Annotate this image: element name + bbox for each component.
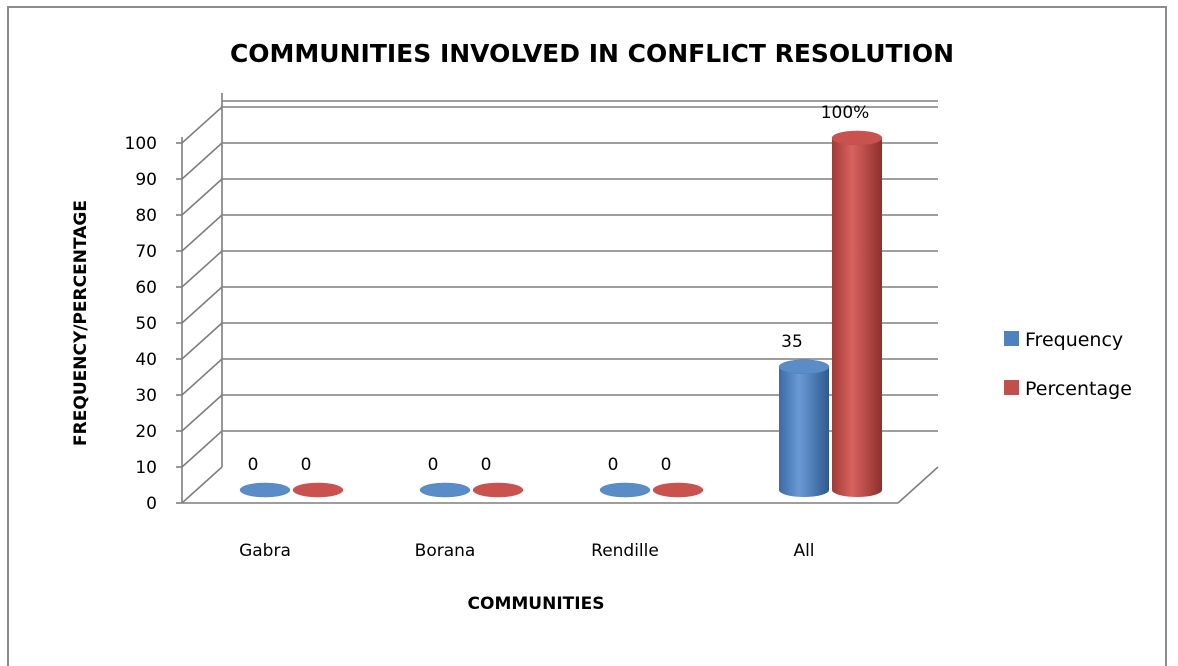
category-label: Borana bbox=[415, 541, 476, 561]
bar-top bbox=[652, 482, 704, 498]
legend-label: Percentage bbox=[1025, 378, 1132, 400]
bar bbox=[239, 482, 291, 498]
y-tick-label: 30 bbox=[135, 386, 157, 406]
bar-top bbox=[831, 130, 883, 146]
bar-body bbox=[779, 366, 829, 497]
y-axis-ticks: 0 10 20 30 40 50 60 70 80 90 100 bbox=[125, 134, 157, 514]
y-tick-label: 50 bbox=[135, 314, 157, 334]
bar bbox=[292, 482, 344, 498]
data-label: 0 bbox=[661, 455, 672, 475]
data-label: 0 bbox=[301, 455, 312, 475]
data-label: 100% bbox=[821, 103, 870, 123]
y-tick-label: 80 bbox=[135, 206, 157, 226]
side-gridline bbox=[181, 178, 223, 216]
legend-swatch bbox=[1004, 380, 1019, 395]
y-tick-label: 20 bbox=[135, 422, 157, 442]
category-label: Gabra bbox=[239, 541, 291, 561]
bar-top bbox=[239, 482, 291, 498]
bar bbox=[778, 359, 830, 497]
y-tick-label: 100 bbox=[125, 134, 157, 154]
floor-right-edge bbox=[897, 466, 939, 504]
y-tick-label: 60 bbox=[135, 278, 157, 298]
data-labels: 0 0 0 0 0 0 35 100% bbox=[248, 103, 870, 475]
y-tick-label: 40 bbox=[135, 350, 157, 370]
category-label: Rendille bbox=[591, 541, 659, 561]
y-axis-title: FREQUENCY/PERCENTAGE bbox=[71, 200, 91, 446]
bar bbox=[831, 130, 883, 497]
bar-top bbox=[292, 482, 344, 498]
y-tick-label: 10 bbox=[135, 458, 157, 478]
y-tick-label: 90 bbox=[135, 170, 157, 190]
bars bbox=[239, 130, 883, 498]
gridlines bbox=[176, 93, 939, 504]
bar bbox=[599, 482, 651, 498]
side-gridline bbox=[181, 214, 223, 252]
data-label: 0 bbox=[608, 455, 619, 475]
side-gridline bbox=[181, 106, 223, 144]
category-labels: Gabra Borana Rendille All bbox=[239, 541, 814, 561]
bar-top bbox=[599, 482, 651, 498]
side-gridline bbox=[181, 430, 223, 468]
y-tick-label: 0 bbox=[146, 494, 157, 514]
category-label: All bbox=[793, 541, 814, 561]
side-gridline bbox=[181, 142, 223, 180]
side-gridline bbox=[181, 322, 223, 360]
chart-title: COMMUNITIES INVOLVED IN CONFLICT RESOLUT… bbox=[230, 39, 954, 68]
bar-top bbox=[419, 482, 471, 498]
data-label: 0 bbox=[248, 455, 259, 475]
side-gridline bbox=[181, 466, 223, 504]
side-gridline bbox=[181, 250, 223, 288]
bar-top bbox=[778, 359, 830, 375]
bar bbox=[472, 482, 524, 498]
x-axis-title: COMMUNITIES bbox=[468, 594, 605, 614]
side-gridline bbox=[181, 394, 223, 432]
bar bbox=[419, 482, 471, 498]
bar-body bbox=[832, 138, 882, 497]
legend-swatch bbox=[1004, 331, 1019, 346]
side-gridline bbox=[181, 286, 223, 324]
data-label: 0 bbox=[481, 455, 492, 475]
legend-label: Frequency bbox=[1025, 329, 1123, 351]
bar-top bbox=[472, 482, 524, 498]
chart-canvas: COMMUNITIES INVOLVED IN CONFLICT RESOLUT… bbox=[71, 39, 1132, 614]
bar bbox=[652, 482, 704, 498]
y-tick-label: 70 bbox=[135, 242, 157, 262]
side-gridline bbox=[181, 358, 223, 396]
data-label: 35 bbox=[781, 332, 803, 352]
data-label: 0 bbox=[428, 455, 439, 475]
legend: Frequency Percentage bbox=[1004, 329, 1132, 400]
chart-frame bbox=[7, 6, 1167, 666]
